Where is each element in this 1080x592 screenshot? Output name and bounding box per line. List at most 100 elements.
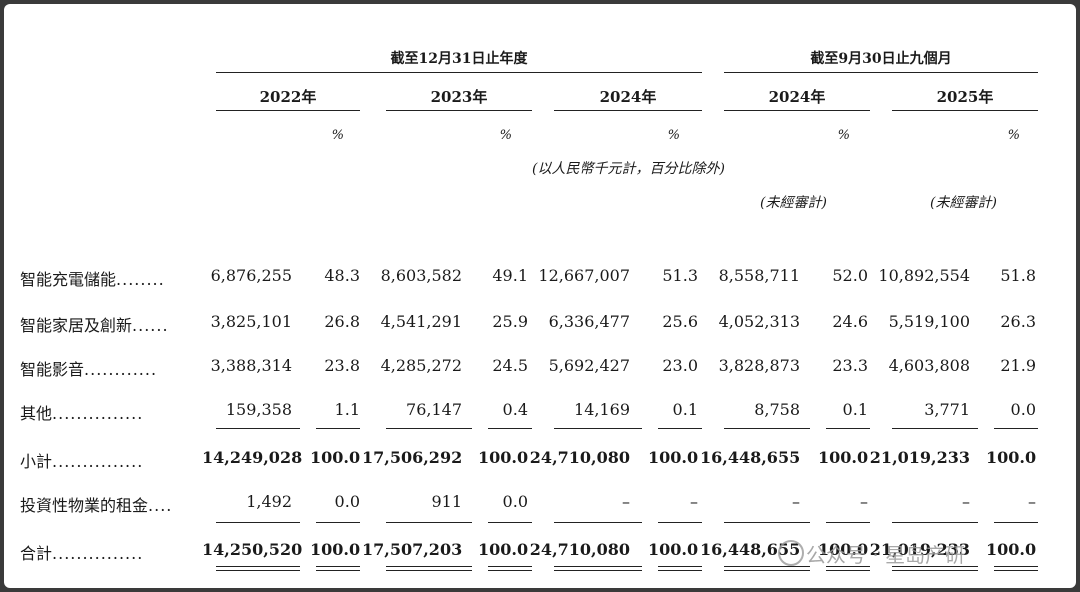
cell-p2024m: 52.0 [832,266,868,285]
cell-v2025m: 21,019,233 [869,448,970,467]
row-label-text: 其他 [20,404,53,423]
watermark-text: 公众号 · 星岛产研 [806,543,966,567]
cell-v2024m: 4,052,313 [718,312,800,331]
cell-v2024fy: 5,692,427 [548,356,630,375]
leader-dots: ............... [52,544,144,563]
cell-v2024m: 8,558,711 [718,266,800,285]
year-header-2023: 2023年 [430,88,488,106]
cell-v2024fy: 24,710,080 [529,540,630,559]
group-header-nine-months: 截至9月30日止九個月 [810,51,952,67]
total-double-rule-bottom [554,570,642,571]
cell-p2024m: 24.6 [832,312,868,331]
total-rule [488,522,532,523]
cell-p2022: 26.8 [324,312,360,331]
cell-p2024fy: 100.0 [648,540,699,559]
total-double-rule-top [488,566,532,567]
cell-p2025m: – [1028,492,1036,511]
total-rule [386,522,472,523]
pct-header-2024-9m: % [837,128,850,143]
unaudited-2025: (未經審計) [930,195,997,211]
cell-p2022: 48.3 [324,266,360,285]
total-double-rule-top [658,566,702,567]
cell-v2022: 6,876,255 [210,266,292,285]
cell-v2024m: – [792,492,800,511]
pct-header-2023: % [499,128,512,143]
cell-v2024fy: 24,710,080 [529,448,630,467]
total-rule [658,522,702,523]
cell-v2022: 1,492 [246,492,292,511]
row-label: 投資性物業的租金.... [20,492,192,516]
cell-p2023: 25.9 [492,312,528,331]
cell-v2024fy: 14,169 [574,400,630,419]
subtotal-rule [658,428,702,429]
cell-p2024m: 100.0 [818,448,869,467]
total-double-rule-top [892,566,978,567]
cell-p2022: 0.0 [334,492,360,511]
cell-v2025m: 3,771 [924,400,970,419]
cell-v2022: 14,249,028 [202,448,303,467]
cell-v2024fy: 12,667,007 [538,266,630,285]
total-double-rule-bottom [386,570,472,571]
cell-v2023: 911 [431,492,462,511]
cell-v2023: 17,506,292 [362,448,463,467]
subtotal-rule [386,428,472,429]
cell-p2022: 100.0 [310,448,361,467]
total-double-rule-top [826,566,870,567]
cell-p2024fy: 0.1 [672,400,698,419]
cell-p2025m: 26.3 [1000,312,1036,331]
year-header-2024-fy: 2024年 [599,88,657,106]
total-rule [724,522,810,523]
cell-v2022: 159,358 [225,400,292,419]
row-label-text: 合計 [20,544,53,563]
cell-p2023: 49.1 [492,266,528,285]
subtotal-rule [994,428,1038,429]
subtotal-rule [216,428,300,429]
cell-v2024m: 3,828,873 [718,356,800,375]
row-label-text: 小計 [20,452,53,471]
subtotal-rule [316,428,360,429]
row-label: 其他............... [20,400,192,424]
unaudited-2024: (未經審計) [760,195,827,211]
cell-v2022: 3,388,314 [210,356,292,375]
unit-note: (以人民幣千元計，百分比除外) [532,161,725,177]
cell-p2024m: 100.0 [818,540,869,559]
row-label-text: 智能影音 [20,360,85,379]
cell-v2023: 76,147 [406,400,462,419]
cell-p2024m: 23.3 [832,356,868,375]
cell-p2024fy: 25.6 [662,312,698,331]
pct-header-2025-9m: % [1007,128,1020,143]
cell-v2022: 3,825,101 [210,312,292,331]
cell-v2024m: 16,448,655 [700,448,801,467]
row-label: 智能影音............ [20,356,192,380]
cell-v2024fy: – [622,492,630,511]
total-double-rule-top [216,566,300,567]
year-rule-2022 [216,110,360,111]
total-double-rule-bottom [892,570,978,571]
cell-p2025m: 21.9 [1000,356,1036,375]
cell-v2025m: 10,892,554 [878,266,970,285]
leader-dots: .... [148,496,173,515]
row-label-text: 智能充電儲能 [20,270,117,289]
pct-header-2024-fy: % [667,128,680,143]
year-rule-2024-9m [724,110,870,111]
leader-dots: ...... [132,316,169,335]
total-rule [216,522,300,523]
cell-p2024fy: 51.3 [662,266,698,285]
wechat-icon [778,540,804,566]
cell-v2024m: 16,448,655 [700,540,801,559]
cell-p2025m: 100.0 [986,448,1037,467]
total-rule [994,522,1038,523]
group-rule-nine-months [724,72,1038,73]
cell-p2024fy: 23.0 [662,356,698,375]
cell-v2023: 8,603,582 [380,266,462,285]
cell-p2025m: 0.0 [1010,400,1036,419]
row-label: 智能充電儲能........ [20,266,192,290]
total-double-rule-top [386,566,472,567]
row-label: 小計............... [20,448,192,472]
total-rule [316,522,360,523]
leader-dots: ........ [116,270,165,289]
total-double-rule-top [554,566,642,567]
cell-v2023: 4,541,291 [380,312,462,331]
cell-p2022: 100.0 [310,540,361,559]
total-rule [826,522,870,523]
